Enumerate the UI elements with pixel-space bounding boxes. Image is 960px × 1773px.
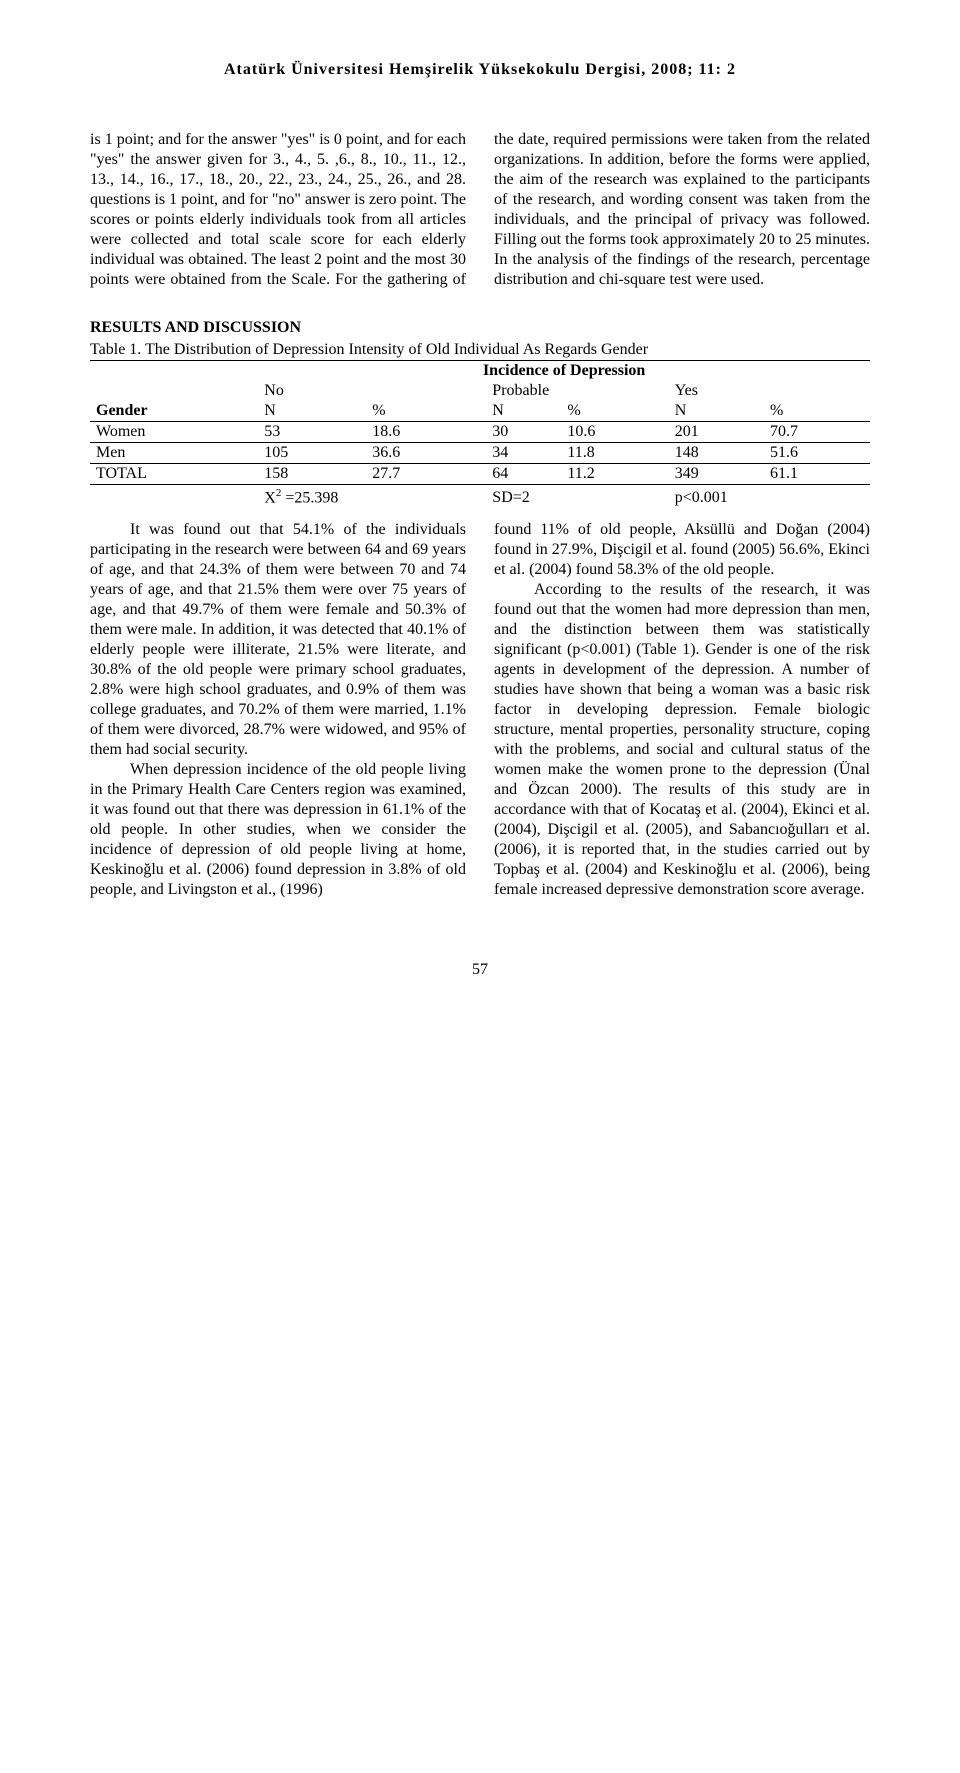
cell-label: Women [90,422,258,443]
page-number: 57 [90,960,870,980]
cell: 34 [486,443,561,464]
cell: 51.6 [764,443,870,464]
cell: 158 [258,464,366,485]
intro-left-text: is 1 point; and for the answer "yes" is … [90,131,549,288]
body-right-p2: According to the results of the research… [494,580,870,900]
col-pct: % [764,401,870,422]
col-gender: Gender [96,402,148,419]
p-value: p<0.001 [669,485,870,509]
chi-value: =25.398 [281,489,338,506]
col-n: N [258,401,366,422]
body-left-p2: When depression incidence of the old peo… [90,760,466,900]
col-group-probable: Probable [486,381,668,401]
cell: 64 [486,464,561,485]
col-pct: % [366,401,486,422]
stats-row: X2 =25.398 SD=2 p<0.001 [90,485,870,509]
table-superheader: Incidence of Depression [483,362,645,379]
cell: 201 [669,422,764,443]
col-group-yes: Yes [669,381,870,401]
cell: 36.6 [366,443,486,464]
depression-table: Incidence of Depression No Probable Yes … [90,360,870,508]
cell: 11.8 [561,443,668,464]
cell: 30 [486,422,561,443]
cell: 27.7 [366,464,486,485]
cell-label: TOTAL [90,464,258,485]
cell: 18.6 [366,422,486,443]
cell: 70.7 [764,422,870,443]
table-row: Women 53 18.6 30 10.6 201 70.7 [90,422,870,443]
results-heading: RESULTS AND DISCUSSION [90,318,870,338]
col-n: N [486,401,561,422]
col-n: N [669,401,764,422]
table-row: TOTAL 158 27.7 64 11.2 349 61.1 [90,464,870,485]
body-left-p1: It was found out that 54.1% of the indiv… [90,520,466,760]
intro-columns: is 1 point; and for the answer "yes" is … [90,130,870,290]
body-right-p1: found 11% of old people, Aksüllü and Doğ… [494,520,870,580]
cell-label: Men [90,443,258,464]
cell: 61.1 [764,464,870,485]
chi-symbol: X [264,489,276,506]
cell: 10.6 [561,422,668,443]
intro-right-text: required permissions were taken from the… [494,131,870,288]
col-group-no: No [258,381,486,401]
cell: 349 [669,464,764,485]
sd-value: SD=2 [486,485,668,509]
cell: 53 [258,422,366,443]
cell: 148 [669,443,764,464]
body-columns: It was found out that 54.1% of the indiv… [90,520,870,900]
table-row: Men 105 36.6 34 11.8 148 51.6 [90,443,870,464]
col-pct: % [561,401,668,422]
table-caption: Table 1. The Distribution of Depression … [90,340,870,360]
journal-header: Atatürk Üniversitesi Hemşirelik Yüksekok… [90,60,870,80]
cell: 11.2 [561,464,668,485]
cell: 105 [258,443,366,464]
